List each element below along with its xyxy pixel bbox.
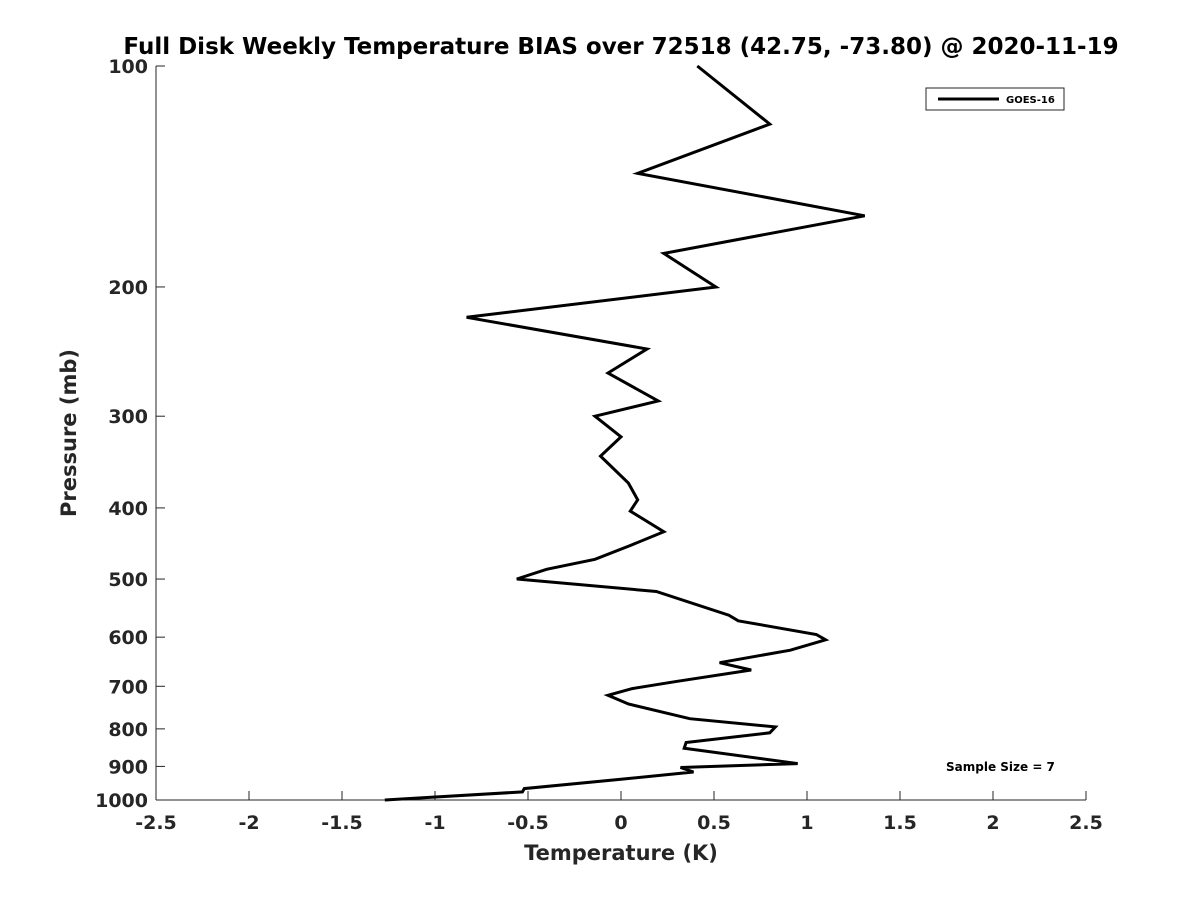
y-tick-label: 700 (108, 676, 148, 698)
y-tick-label: 400 (108, 498, 148, 520)
x-tick-label: -0.5 (507, 812, 549, 834)
y-tick-label: 100 (108, 56, 148, 78)
series-line-goes-16 (384, 64, 865, 802)
y-axis-label: Pressure (mb) (57, 349, 81, 517)
legend: GOES-16 (925, 87, 1065, 111)
x-tick-label: 1.5 (883, 812, 917, 834)
x-tick-label: -2.5 (135, 812, 177, 834)
y-tick-label: 300 (108, 406, 148, 428)
x-tick-label: -1.5 (321, 812, 363, 834)
sample-size-annotation: Sample Size = 7 (946, 760, 1055, 774)
legend-label: GOES-16 (1006, 95, 1055, 106)
y-tick-label: 500 (108, 569, 148, 591)
x-axis-ticks: -2.5 -2 -1.5 -1 -0.5 0 0.5 1 1.5 2 2.5 (135, 791, 1103, 834)
x-tick-label: -1 (424, 812, 445, 834)
x-tick-label: 1 (800, 812, 813, 834)
x-axis-label: Temperature (K) (524, 841, 718, 865)
y-tick-label: 200 (108, 277, 148, 299)
x-tick-label: 0.5 (697, 812, 731, 834)
y-tick-label: 1000 (95, 790, 148, 812)
x-tick-label: 0 (614, 812, 627, 834)
x-tick-label: -2 (238, 812, 259, 834)
x-tick-label: 2 (986, 812, 999, 834)
y-tick-label: 800 (108, 719, 148, 741)
y-tick-label: 600 (108, 627, 148, 649)
y-tick-label: 900 (108, 756, 148, 778)
chart-title: Full Disk Weekly Temperature BIAS over 7… (123, 34, 1118, 60)
series-group (384, 64, 865, 802)
y-axis-ticks: 100 200 300 400 500 600 700 800 900 1000 (95, 56, 165, 812)
x-tick-label: 2.5 (1069, 812, 1103, 834)
